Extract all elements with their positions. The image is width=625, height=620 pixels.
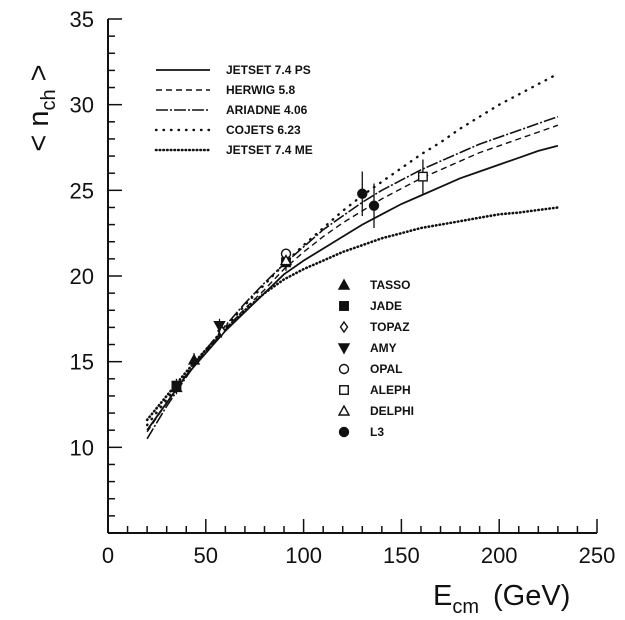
legend-label: COJETS 6.23 — [226, 123, 301, 137]
x-tick-label: 250 — [579, 543, 616, 568]
legend-marker — [339, 385, 349, 395]
x-axis-title: Ecm (GeV) — [433, 580, 570, 618]
data-points — [170, 159, 428, 395]
x-axis-title-main: E — [433, 580, 452, 612]
legend-label: ALEPH — [370, 383, 411, 397]
series-curves — [145, 72, 560, 440]
legend-label: L3 — [370, 425, 384, 439]
legend-label: ARIADNE 4.06 — [226, 103, 308, 117]
y-tick-label: 30 — [70, 93, 94, 118]
legend-label: AMY — [370, 341, 397, 355]
y-tick-label: 25 — [70, 178, 94, 203]
legend-label: OPAL — [370, 362, 402, 376]
marker-shape — [279, 254, 293, 266]
axis-ticks: 10 15 20 25 30 35 0 50 100 150 200 250 — [70, 7, 616, 568]
series-line-3 — [145, 72, 560, 427]
data-point-aleph — [417, 171, 428, 182]
series-line-1 — [146, 124, 559, 433]
x-tick-label: 0 — [102, 543, 114, 568]
legend-marker — [337, 278, 351, 290]
marker-shape — [339, 320, 349, 334]
legend-marker — [338, 363, 350, 375]
legend-label: JETSET 7.4 PS — [226, 63, 311, 77]
marker-shape — [171, 380, 182, 391]
legend-label: JADE — [370, 299, 402, 313]
marker-shape — [417, 171, 428, 182]
data-point-jade — [171, 380, 182, 391]
y-axis-title-main: n — [23, 110, 55, 126]
data-point-delphi — [279, 254, 293, 266]
legend-label: TASSO — [370, 278, 410, 292]
legend-label: DELPHI — [370, 404, 414, 418]
y-tick-label: 10 — [70, 435, 94, 460]
marker-shape — [337, 278, 351, 290]
legend-marker — [337, 343, 351, 355]
curve-legend: JETSET 7.4 PS HERWIG 5.8 ARIADNE 4.06 COJET… — [154, 63, 313, 157]
legend-marker — [338, 426, 350, 438]
marker-shape — [337, 343, 351, 355]
data-point-l3 — [357, 188, 368, 199]
marker-shape — [357, 188, 368, 199]
y-tick-label: 15 — [70, 350, 94, 375]
series-line-0 — [146, 144, 559, 431]
data-point-tasso — [187, 353, 201, 365]
marker-shape — [339, 301, 349, 311]
marker-shape — [368, 200, 380, 211]
y-tick-label: 20 — [70, 264, 94, 289]
y-axis-title-sub: ch — [38, 89, 60, 110]
x-tick-label: 150 — [383, 543, 420, 568]
y-axis-title-right: > — [23, 64, 55, 81]
marker-shape — [339, 385, 349, 395]
y-axis-title: < nch > — [23, 64, 60, 151]
marker-legend: TASSO JADE TOPAZ AMY OPAL ALEPH DELPHI L3 — [337, 278, 414, 439]
legend-label: TOPAZ — [370, 320, 410, 334]
x-tick-label: 200 — [481, 543, 518, 568]
marker-shape — [213, 320, 226, 333]
marker-shape — [338, 426, 350, 438]
data-point-amy — [213, 320, 226, 333]
plot-frame — [107, 19, 597, 534]
legend-marker — [339, 301, 349, 311]
legend-marker — [337, 404, 351, 416]
x-tick-label: 100 — [285, 543, 322, 568]
legend-marker — [339, 320, 349, 334]
y-tick-label: 35 — [70, 7, 94, 32]
x-tick-label: 50 — [194, 543, 218, 568]
x-axis-title-unit: (GeV) — [493, 580, 570, 612]
marker-shape — [337, 404, 351, 416]
legend-label: HERWIG 5.8 — [226, 83, 295, 97]
marker-shape — [338, 363, 350, 375]
legend-label: JETSET 7.4 ME — [226, 143, 313, 157]
data-point-l3 — [368, 200, 380, 211]
x-axis-title-sub: cm — [452, 596, 479, 618]
y-axis-title-left: < — [23, 135, 55, 152]
marker-shape — [187, 353, 201, 365]
series-line-4 — [145, 206, 560, 422]
